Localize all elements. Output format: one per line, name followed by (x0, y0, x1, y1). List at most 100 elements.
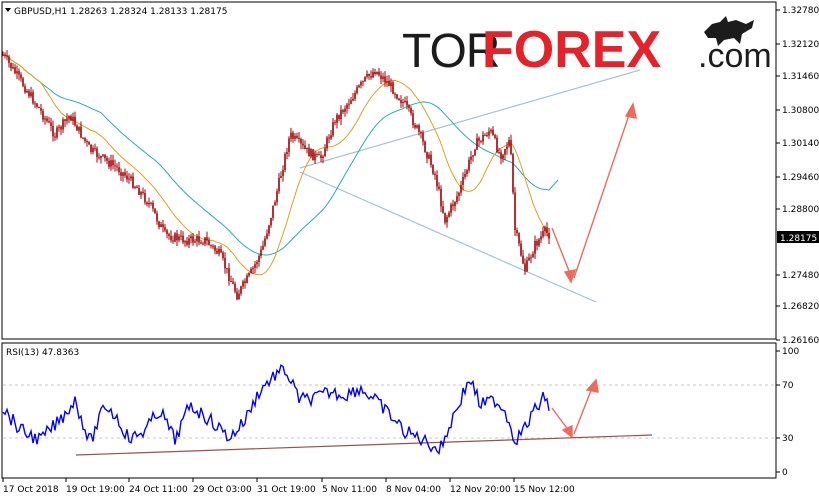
candle-body (202, 243, 204, 245)
candle-body (384, 76, 386, 83)
candle-body (168, 234, 170, 236)
candle-body (44, 118, 46, 120)
candle-body (530, 257, 532, 259)
candle-body (258, 255, 260, 263)
price-candles (2, 50, 550, 301)
candle-body (434, 173, 436, 176)
candle-body (248, 273, 250, 276)
candle-body (250, 269, 252, 273)
candle-body (490, 129, 492, 132)
candle-body (426, 152, 428, 159)
candle-body (268, 225, 270, 234)
price-tick-label: 1.32780 (782, 6, 819, 16)
candle-body (374, 72, 376, 75)
candle-body (184, 240, 186, 243)
candle-body (366, 73, 368, 77)
candle-body (272, 205, 274, 218)
candle-body (392, 82, 394, 94)
candle-body (106, 158, 108, 161)
candle-body (196, 236, 198, 242)
candle-body (354, 93, 356, 99)
symbol-label: GBPUSD,H1 (14, 7, 67, 17)
candle-body (132, 176, 134, 188)
candle-body (406, 101, 408, 106)
candle-body (238, 293, 240, 300)
candle-body (442, 206, 444, 213)
candle-body (372, 72, 374, 78)
candle-body (290, 132, 292, 139)
candle-body (340, 110, 342, 120)
rsi-trend-line[interactable] (75, 434, 653, 456)
rsi-up-arrowhead (585, 378, 599, 393)
candle-body (542, 231, 544, 237)
torforex-logo: TOR FOREX .com (402, 16, 772, 79)
candle-body (14, 67, 16, 74)
candle-body (140, 191, 142, 195)
candle-body (330, 135, 332, 139)
candle-body (508, 140, 510, 147)
candle-body (122, 172, 124, 176)
candle-body (58, 126, 60, 128)
candle-body (324, 148, 326, 157)
candle-body (24, 86, 26, 93)
main-chart-frame[interactable] (1, 1, 777, 340)
candle-body (198, 236, 200, 243)
time-tick-label: 29 Oct 03:00 (193, 485, 252, 495)
rsi-axis: 100 70 30 0 (776, 347, 799, 478)
candle-body (4, 54, 6, 56)
price-tick-label: 1.30140 (782, 139, 819, 149)
candle-body (486, 134, 488, 136)
price-tick-label: 1.32120 (782, 40, 819, 50)
candle-body (230, 281, 232, 283)
candle-body (120, 172, 122, 176)
candle-body (18, 71, 20, 75)
candle-body (518, 233, 520, 244)
candle-body (484, 134, 486, 136)
lower-trend-line[interactable] (299, 171, 597, 303)
candle-body (538, 239, 540, 246)
time-tick-label: 24 Oct 11:00 (129, 485, 188, 495)
candle-body (128, 178, 130, 180)
candle-body (448, 212, 450, 217)
candle-body (20, 74, 22, 79)
price-tick-label: 1.30800 (782, 106, 819, 116)
candle-body (46, 118, 48, 122)
rsi-header-label: RSI(13) 47.8363 (6, 348, 79, 358)
current-price-label-bg (777, 231, 819, 243)
candle-body (308, 147, 310, 157)
candle-body (92, 148, 94, 152)
time-tick-label: 19 Oct 19:00 (66, 485, 125, 495)
candle-body (498, 152, 500, 154)
upper-trend-line[interactable] (299, 69, 641, 169)
candle-body (10, 62, 12, 69)
time-tick-label: 12 Nov 20:00 (450, 485, 511, 495)
time-axis: 17 Oct 2018 19 Oct 19:00 24 Oct 11:00 29 Oc… (2, 478, 575, 495)
candle-body (246, 275, 248, 283)
candle-body (432, 165, 434, 174)
candle-body (364, 76, 366, 82)
candle-body (520, 243, 522, 256)
candle-body (126, 175, 128, 180)
candle-body (462, 177, 464, 185)
candle-body (418, 125, 420, 132)
rsi-tick-label: 100 (782, 347, 799, 357)
candle-body (146, 202, 148, 205)
candle-body (76, 125, 78, 131)
candle-body (194, 241, 196, 243)
forecast-down-arrowhead (563, 269, 577, 284)
candle-body (136, 186, 138, 188)
candle-body (158, 221, 160, 227)
candle-body (188, 238, 190, 245)
candle-body (138, 187, 140, 195)
candle-body (192, 236, 194, 243)
candle-body (26, 91, 28, 93)
candle-body (180, 235, 182, 237)
candle-body (90, 144, 92, 152)
candle-body (476, 138, 478, 150)
dropdown-triangle-icon[interactable] (5, 8, 11, 12)
candle-body (408, 105, 410, 108)
candle-body (112, 160, 114, 166)
candle-body (104, 154, 106, 158)
candle-body (98, 157, 100, 159)
